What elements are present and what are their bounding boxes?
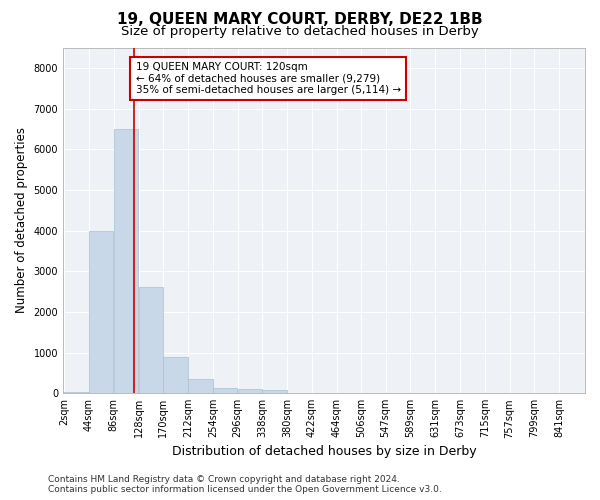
Bar [163, 356, 188, 393]
Y-axis label: Number of detached properties: Number of detached properties [15, 128, 28, 314]
Bar [213, 388, 238, 393]
X-axis label: Distribution of detached houses by size in Derby: Distribution of detached houses by size … [172, 444, 476, 458]
Bar [188, 379, 212, 393]
Bar [114, 129, 138, 393]
Text: Contains HM Land Registry data © Crown copyright and database right 2024.
Contai: Contains HM Land Registry data © Crown c… [48, 474, 442, 494]
Text: 19, QUEEN MARY COURT, DERBY, DE22 1BB: 19, QUEEN MARY COURT, DERBY, DE22 1BB [117, 12, 483, 28]
Text: Size of property relative to detached houses in Derby: Size of property relative to detached ho… [121, 25, 479, 38]
Bar [89, 230, 113, 393]
Text: 19 QUEEN MARY COURT: 120sqm
← 64% of detached houses are smaller (9,279)
35% of : 19 QUEEN MARY COURT: 120sqm ← 64% of det… [136, 62, 401, 95]
Bar [262, 390, 287, 393]
Bar [139, 288, 163, 393]
Bar [64, 392, 89, 393]
Bar [238, 388, 262, 393]
